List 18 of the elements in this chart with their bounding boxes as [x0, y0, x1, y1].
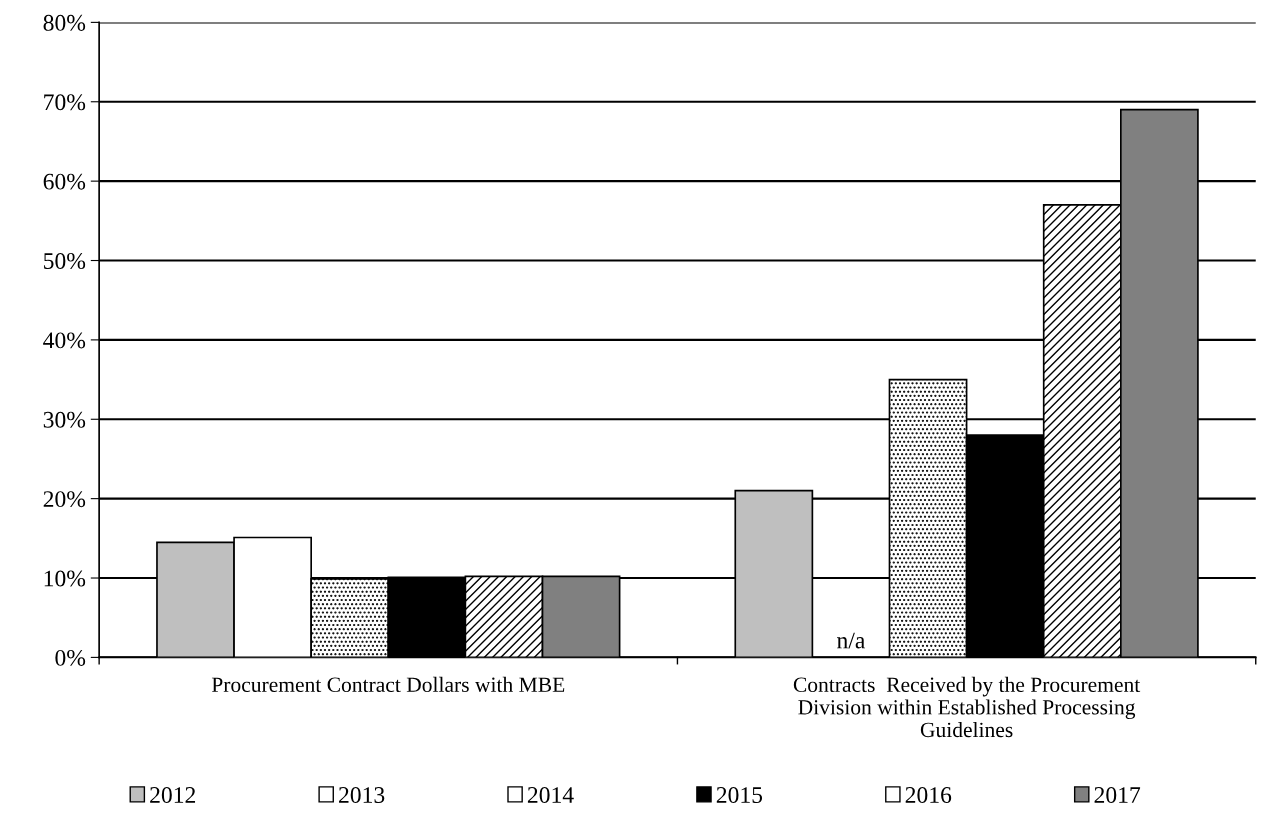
y-tick-label: 20%	[43, 491, 86, 508]
y-tick-label: 30%	[43, 411, 86, 428]
y-tick-label: 60%	[43, 173, 86, 190]
legend-label: 2014	[527, 787, 574, 803]
x-tick-label: Procurement Contract Dollars with MBE	[211, 676, 565, 692]
legend-label: 2016	[905, 787, 952, 803]
y-tick-label: 80%	[43, 14, 86, 31]
legend-label: 2012	[150, 787, 196, 803]
annotation: n/a	[837, 632, 866, 649]
y-tick-label: 40%	[43, 332, 86, 349]
y-tick-label: 10%	[44, 570, 86, 587]
legend-label: 2015	[716, 787, 763, 803]
legend-label: 2013	[339, 787, 385, 803]
y-tick-label: 0%	[55, 649, 86, 666]
y-tick-label: 50%	[44, 253, 86, 270]
x-tick-label: Contracts Received by the Procurement Division within Established Processing Guidelines	[793, 676, 1141, 738]
legend-label: 2017	[1094, 787, 1141, 803]
y-tick-label: 70%	[44, 94, 86, 111]
